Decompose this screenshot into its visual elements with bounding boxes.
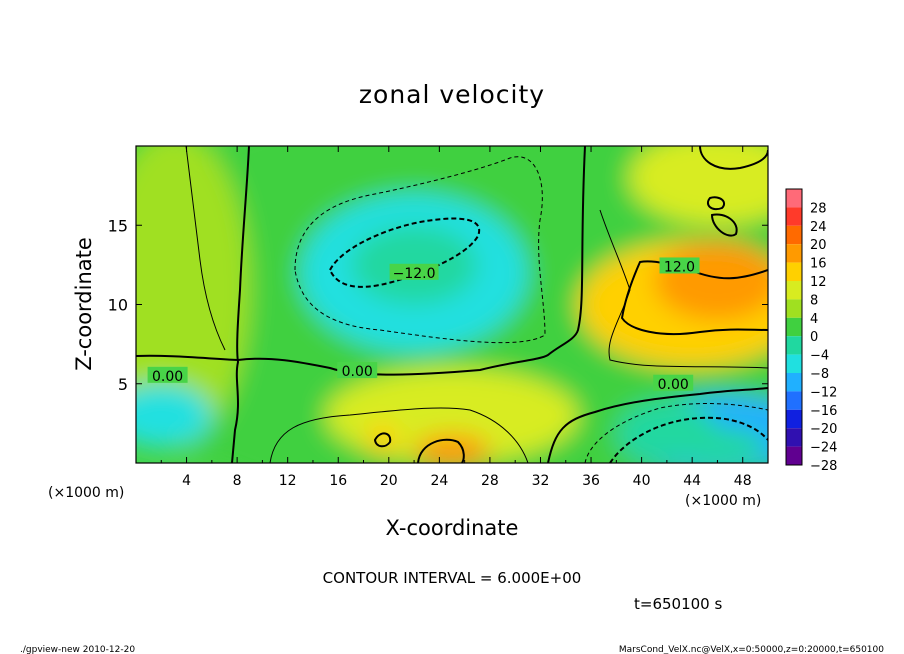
x-tick-label-1: 8 bbox=[233, 473, 242, 489]
x-axis-label: X-coordinate bbox=[386, 516, 519, 540]
y-tick-label-1: 10 bbox=[108, 296, 128, 315]
contour-lines bbox=[136, 146, 768, 463]
x-tick-label-8: 36 bbox=[582, 473, 600, 489]
contour-pos12-blob bbox=[706, 196, 738, 237]
contour-neg6-right bbox=[584, 403, 768, 463]
colorbar-label-2: 20 bbox=[810, 238, 827, 253]
x-tick-label-5: 24 bbox=[430, 473, 448, 489]
y-axis-label: Z-coordinate bbox=[72, 237, 96, 371]
contour-pos12-top bbox=[699, 146, 768, 170]
heatmap-blob-13 bbox=[616, 399, 718, 463]
heatmap-blob-4 bbox=[628, 146, 768, 226]
contour-label-bg-4 bbox=[653, 374, 694, 391]
x-tick-label-9: 40 bbox=[633, 473, 651, 489]
x-tick-label-10: 44 bbox=[683, 473, 701, 489]
colorbar-swatch-9 bbox=[786, 354, 802, 373]
heatmap-blob-12 bbox=[136, 383, 212, 448]
x-unit-left: (×1000 m) bbox=[48, 485, 124, 501]
colorbar-label-7: 0 bbox=[810, 330, 818, 345]
colorbar-label-1: 24 bbox=[810, 220, 827, 235]
colorbar-swatch-4 bbox=[786, 262, 802, 281]
x-tick-label-4: 20 bbox=[380, 473, 398, 489]
contour-label-2: 0.00 bbox=[152, 369, 183, 385]
footer-left: ./gpview-new 2010-12-20 bbox=[20, 645, 135, 654]
colorbar-label-3: 16 bbox=[810, 257, 827, 272]
x-tick-label-0: 4 bbox=[182, 473, 191, 489]
colorbar-label-0: 28 bbox=[810, 201, 827, 216]
contour-zero-left bbox=[231, 146, 250, 463]
colorbar-swatch-12 bbox=[786, 409, 802, 429]
colorbar-swatch-5 bbox=[786, 281, 802, 300]
contour-pos6-right bbox=[599, 209, 768, 369]
contour-pos12-bottom bbox=[417, 438, 465, 463]
heatmap-field bbox=[136, 146, 768, 463]
contour-pos12-small bbox=[373, 432, 392, 448]
x-unit-right: (×1000 m) bbox=[685, 493, 761, 509]
colorbar-label-12: −20 bbox=[810, 422, 837, 437]
colorbar-label-11: −16 bbox=[810, 404, 837, 419]
contour-label-1: 12.0 bbox=[664, 259, 695, 275]
colorbar-label-4: 12 bbox=[810, 275, 827, 290]
colorbar-label-6: 4 bbox=[810, 312, 818, 327]
colorbar-swatch-13 bbox=[786, 428, 802, 447]
colorbar: 28 24 20 16 12 8 4 0 −4 −8 −12 −16 −20 −24 −28 bbox=[785, 188, 837, 474]
colorbar-swatch-6 bbox=[786, 299, 802, 318]
contour-pos12-right bbox=[620, 260, 768, 335]
heatmap-blob-6 bbox=[414, 434, 490, 463]
colorbar-label-5: 8 bbox=[810, 293, 818, 308]
y-tick-label-0: 5 bbox=[118, 375, 128, 394]
y-tick-label-2: 15 bbox=[108, 216, 128, 235]
colorbar-swatch-7 bbox=[786, 317, 802, 337]
contour-label-bg-2 bbox=[147, 366, 188, 383]
contour-labels: −12.0 12.0 0.00 0.00 0.00 bbox=[147, 257, 700, 393]
contour-label-3: 0.00 bbox=[342, 364, 373, 380]
colorbar-label-13: −24 bbox=[810, 441, 837, 456]
contour-neg12-center bbox=[328, 217, 481, 288]
time-stamp: t=650100 s bbox=[634, 595, 722, 613]
heatmap-blob-7 bbox=[366, 423, 399, 456]
colorbar-label-10: −12 bbox=[810, 385, 837, 400]
contour-pos6-left bbox=[185, 146, 226, 351]
y-axis-ticks: 5 10 15 bbox=[108, 216, 768, 394]
x-tick-label-11: 48 bbox=[734, 473, 752, 489]
colorbar-swatch-3 bbox=[786, 244, 802, 263]
x-tick-label-2: 12 bbox=[279, 473, 297, 489]
contour-label-bg-0 bbox=[389, 263, 439, 280]
colorbar-frame bbox=[785, 188, 803, 466]
colorbar-swatch-10 bbox=[786, 373, 802, 392]
colorbar-swatch-1 bbox=[786, 207, 802, 226]
colorbar-swatch-11 bbox=[786, 391, 802, 410]
contour-pos6-bottom bbox=[269, 407, 529, 463]
colorbar-label-8: −4 bbox=[810, 349, 829, 364]
chart-title: zonal velocity bbox=[359, 80, 545, 109]
contour-label-bg-1 bbox=[659, 257, 700, 274]
contour-neg6-center bbox=[294, 156, 546, 344]
x-axis-ticks: 4 8 12 16 20 24 28 32 36 40 44 48 bbox=[160, 146, 752, 489]
heatmap-blob-3 bbox=[654, 241, 768, 321]
colorbar-swatch-2 bbox=[786, 225, 802, 245]
x-tick-label-7: 32 bbox=[532, 473, 550, 489]
colorbar-swatch-0 bbox=[786, 189, 802, 208]
contour-label-0: −12.0 bbox=[393, 266, 436, 282]
colorbar-label-14: −28 bbox=[810, 459, 837, 474]
contour-interval-text: CONTOUR INTERVAL = 6.000E+00 bbox=[323, 569, 582, 587]
footer-right: MarsCond_VelX.nc@VelX,x=0:50000,z=0:2000… bbox=[619, 645, 884, 654]
contour-label-4: 0.00 bbox=[658, 377, 689, 393]
colorbar-swatch-8 bbox=[786, 336, 802, 355]
x-tick-label-6: 28 bbox=[481, 473, 499, 489]
contour-zero-mid bbox=[136, 146, 586, 376]
contour-label-bg-3 bbox=[337, 362, 378, 379]
contour-neg12-right bbox=[609, 416, 768, 463]
contour-zero-right bbox=[547, 387, 768, 463]
colorbar-swatch-14 bbox=[786, 446, 802, 465]
colorbar-label-9: −8 bbox=[810, 367, 829, 382]
x-tick-label-3: 16 bbox=[329, 473, 347, 489]
